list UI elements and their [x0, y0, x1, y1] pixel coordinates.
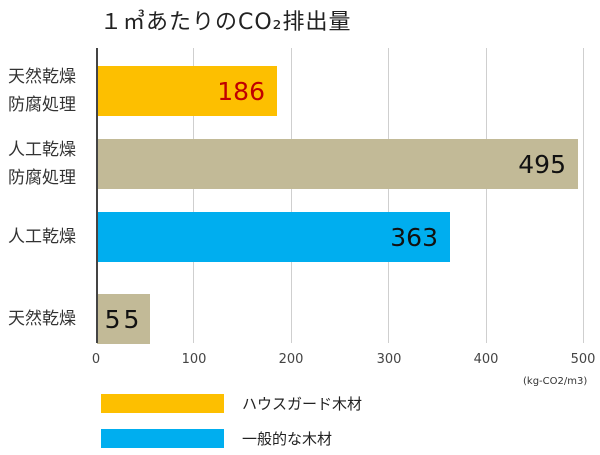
bar-value-label: 186	[217, 76, 265, 106]
gridline-300	[388, 48, 389, 343]
category-label-kiln-dry-treated: 人工乾燥 防腐処理	[8, 136, 93, 192]
gridline-400	[486, 48, 487, 343]
legend-swatch	[101, 429, 224, 448]
legend-item-general-wood: 一般的な木材	[101, 428, 332, 449]
x-tick-500: 500	[570, 352, 596, 367]
x-tick-400: 400	[473, 352, 499, 367]
legend-label: 一般的な木材	[242, 430, 333, 448]
bar-kiln-dry-treated: 495	[97, 139, 578, 189]
plot-area: 186 495 363 55	[96, 48, 584, 344]
category-label-line: 人工乾燥	[8, 227, 76, 247]
x-tick-300: 300	[376, 352, 402, 367]
legend-label: ハウスガード木材	[242, 395, 363, 413]
category-label-natural-dry-treated: 天然乾燥 防腐処理	[8, 63, 93, 119]
legend-item-houseguard: ハウスガード木材	[101, 393, 362, 414]
chart-title: １㎥あたりのCO₂排出量	[100, 10, 352, 35]
legend-swatch	[101, 394, 224, 413]
category-label-line: 防腐処理	[8, 168, 76, 188]
y-axis-line	[96, 48, 98, 343]
gridline-500	[583, 48, 584, 343]
bar-kiln-dry: 363	[97, 212, 450, 262]
bar-value-label: 55	[104, 304, 143, 334]
category-label-line: 天然乾燥	[8, 67, 76, 87]
bar-value-label: 363	[390, 222, 438, 252]
bar-natural-dry: 55	[97, 294, 150, 344]
category-label-line: 天然乾燥	[8, 309, 76, 329]
x-tick-200: 200	[278, 352, 304, 367]
gridline-100	[193, 48, 194, 343]
category-label-line: 人工乾燥	[8, 140, 76, 160]
category-label-line: 防腐処理	[8, 95, 76, 115]
bar-natural-dry-treated: 186	[97, 66, 277, 116]
x-tick-0: 0	[91, 352, 101, 367]
category-label-kiln-dry: 人工乾燥	[8, 223, 93, 251]
category-label-natural-dry: 天然乾燥	[8, 305, 93, 333]
bar-value-label: 495	[518, 149, 566, 179]
x-tick-100: 100	[181, 352, 207, 367]
gridline-200	[291, 48, 292, 343]
x-axis-unit-label: (kg-CO2/m3)	[523, 376, 588, 387]
